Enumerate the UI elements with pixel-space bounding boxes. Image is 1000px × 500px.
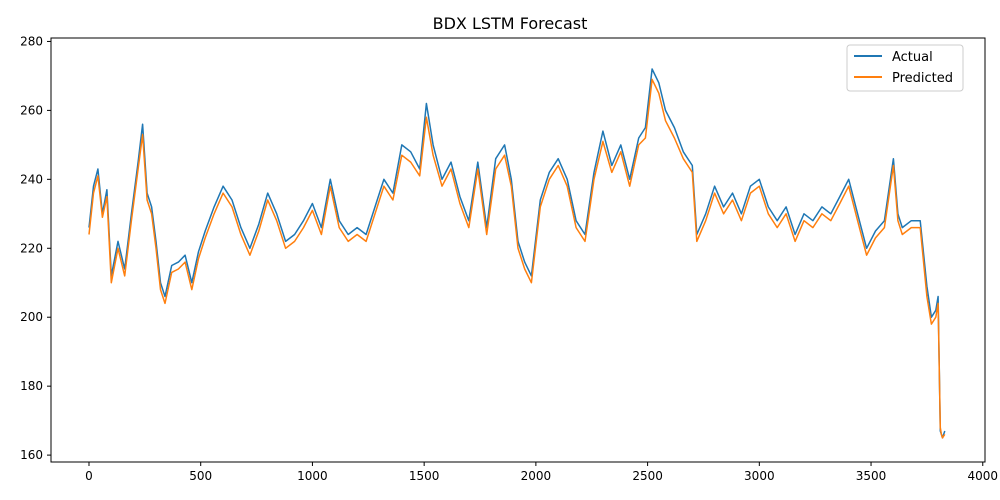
x-tick-label: 0 xyxy=(85,469,93,483)
legend-label-actual: Actual xyxy=(892,50,933,65)
x-axis: 0 500 1000 1500 2000 2500 3000 3500 4000 xyxy=(85,462,998,483)
y-tick-label: 260 xyxy=(20,103,43,117)
x-tick-label: 1000 xyxy=(297,469,328,483)
series-layer xyxy=(88,68,946,439)
x-tick-label: 3000 xyxy=(744,469,775,483)
x-tick-label: 1500 xyxy=(409,469,440,483)
series-line-predicted xyxy=(88,78,946,439)
legend-label-predicted: Predicted xyxy=(892,71,953,86)
y-axis: 160 180 200 220 240 260 280 xyxy=(20,34,51,462)
x-tick-label: 2500 xyxy=(632,469,663,483)
y-tick-label: 200 xyxy=(20,310,43,324)
y-tick-label: 180 xyxy=(20,379,43,393)
y-tick-label: 160 xyxy=(20,448,43,462)
legend: Actual Predicted xyxy=(846,44,964,92)
y-tick-label: 220 xyxy=(20,241,43,255)
y-tick-label: 280 xyxy=(20,34,43,48)
x-tick-label: 500 xyxy=(189,469,212,483)
y-tick-label: 240 xyxy=(20,172,43,186)
x-tick-label: 2000 xyxy=(521,469,552,483)
x-tick-label: 3500 xyxy=(856,469,887,483)
x-tick-label: 4000 xyxy=(967,469,998,483)
chart-title: BDX LSTM Forecast xyxy=(433,14,588,33)
